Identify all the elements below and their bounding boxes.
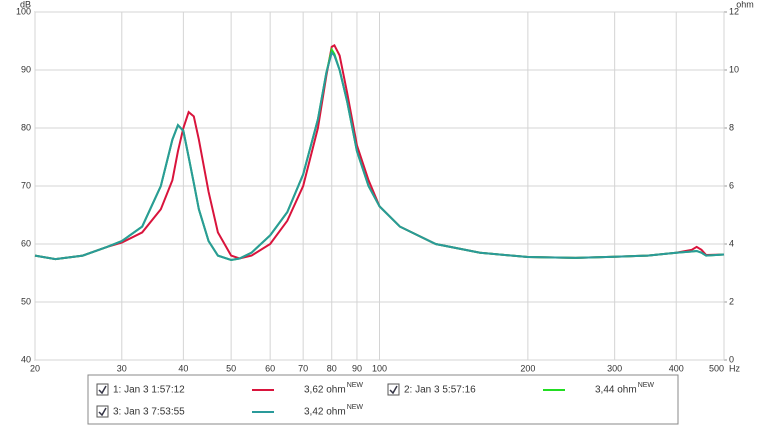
x-tick-label: 50 [226, 363, 236, 373]
y-tick-label: 100 [16, 6, 31, 16]
y2-tick-label: 0 [729, 354, 734, 364]
legend-value: 3,62 ohm [304, 385, 346, 396]
legend-badge: NEW [347, 382, 364, 389]
legend-value: 3,44 ohm [595, 385, 637, 396]
x-tick-label: 60 [265, 363, 275, 373]
y-tick-label: 90 [21, 64, 31, 74]
x-tick-label: 500 [709, 363, 724, 373]
checkmark [389, 385, 398, 395]
legend [87, 374, 679, 425]
legend-checkbox[interactable] [96, 405, 109, 418]
x-unit: Hz [729, 363, 740, 373]
x-tick-label: 30 [117, 363, 127, 373]
y2-tick-label: 10 [729, 64, 739, 74]
legend-name: 1: Jan 3 1:57:12 [113, 385, 185, 396]
x-tick-label: 40 [178, 363, 188, 373]
y-axis-label: dB [20, 0, 31, 9]
y2-tick-label: 2 [729, 296, 734, 306]
y-tick-label: 60 [21, 238, 31, 248]
legend-checkbox[interactable] [96, 383, 109, 396]
x-tick-label: 200 [520, 363, 535, 373]
legend-badge: NEW [347, 404, 364, 411]
y-tick-label: 80 [21, 122, 31, 132]
x-tick-label: 100 [372, 363, 387, 373]
legend-entry: 1: Jan 3 1:57:12 3,62 ohm NEW [96, 382, 364, 396]
legend-value: 3,42 ohm [304, 407, 346, 418]
y2-tick-label: 12 [729, 6, 739, 16]
x-tick-label: 80 [327, 363, 337, 373]
x-tick-label: 20 [30, 363, 40, 373]
legend-entry: 3: Jan 3 7:53:55 3,42 ohm NEW [96, 404, 364, 418]
y2-axis-label: ohm [736, 0, 754, 9]
series-line [34, 50, 725, 261]
legend-badge: NEW [638, 382, 655, 389]
legend-name: 2: Jan 3 5:57:16 [404, 385, 476, 396]
y2-tick-label: 4 [729, 238, 734, 248]
y-tick-label: 70 [21, 180, 31, 190]
x-tick-label: 90 [352, 363, 362, 373]
x-tick-label: 400 [669, 363, 684, 373]
y-tick-label: 40 [21, 354, 31, 364]
y2-tick-label: 6 [729, 180, 734, 190]
legend-entry: 2: Jan 3 5:57:16 3,44 ohm NEW [387, 382, 655, 396]
legend-checkbox[interactable] [387, 383, 400, 396]
checkmark [98, 407, 107, 417]
y2-tick-label: 8 [729, 122, 734, 132]
x-tick-label: 70 [298, 363, 308, 373]
x-tick-label: 300 [607, 363, 622, 373]
y-tick-label: 50 [21, 296, 31, 306]
legend-name: 3: Jan 3 7:53:55 [113, 407, 185, 418]
checkmark [98, 385, 107, 395]
